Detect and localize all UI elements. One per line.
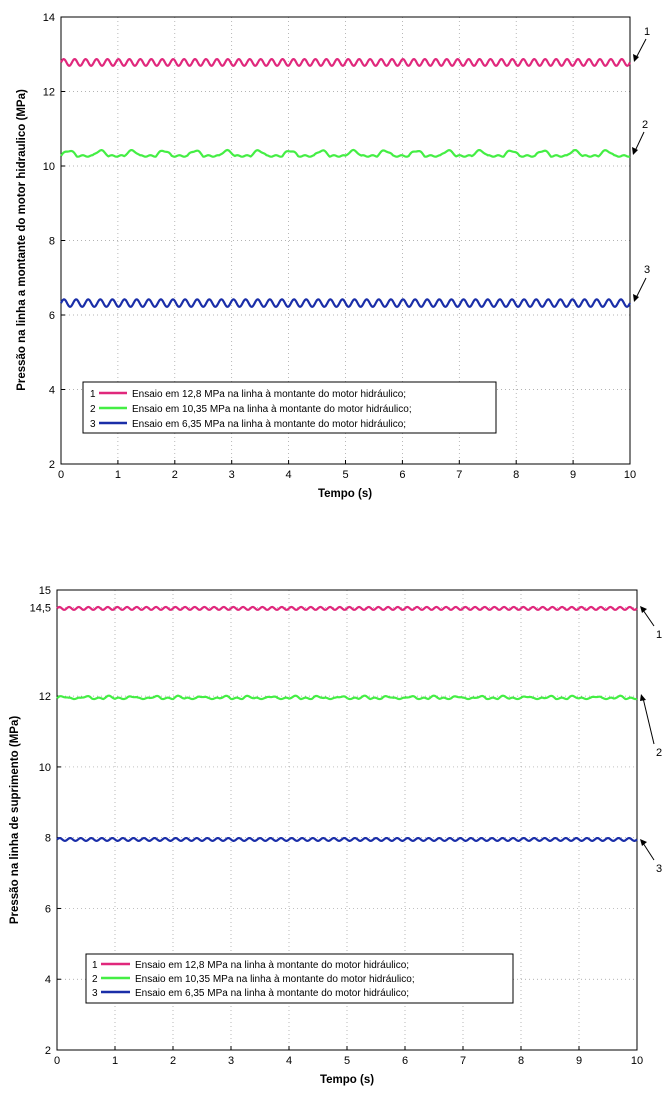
y-tick-label: 10 xyxy=(43,161,55,173)
x-tick-label: 9 xyxy=(576,1055,582,1067)
chart-bottom-xlabel: Tempo (s) xyxy=(320,1074,374,1086)
chart-top-xlabel: Tempo (s) xyxy=(318,488,372,500)
x-tick-label: 2 xyxy=(172,469,178,481)
x-tick-label: 10 xyxy=(624,469,636,481)
x-tick-label: 2 xyxy=(170,1055,176,1067)
x-tick-label: 8 xyxy=(518,1055,524,1067)
legend-entry-3: Ensaio em 6,35 MPa na linha à montante d… xyxy=(135,988,409,999)
y-tick-label: 12 xyxy=(39,691,51,703)
annotation-arrowhead-1 xyxy=(640,606,647,613)
x-tick-label: 7 xyxy=(456,469,462,481)
y-tick-label: 10 xyxy=(39,762,51,774)
y-tick-label: 8 xyxy=(45,833,51,845)
y-tick-label: 4 xyxy=(45,974,51,986)
y-tick-label: 2 xyxy=(45,1045,51,1057)
annotation-arrow-1 xyxy=(642,609,655,627)
annotation-2: 2 xyxy=(656,747,662,759)
legend-number-1: 1 xyxy=(92,960,98,971)
annotation-arrow-2 xyxy=(634,131,645,152)
annotation-3: 3 xyxy=(644,264,650,276)
x-tick-label: 5 xyxy=(342,469,348,481)
series-line-3 xyxy=(60,298,631,308)
y-tick-label: 14,5 xyxy=(30,603,51,615)
annotation-3: 3 xyxy=(656,863,662,875)
chart-top-ylabel: Pressão na linha a montante do motor hid… xyxy=(16,89,28,391)
y-tick-label: 6 xyxy=(49,310,55,322)
series-line-1 xyxy=(60,57,631,67)
series-line-1 xyxy=(56,605,638,611)
annotation-arrow-2 xyxy=(642,697,655,745)
x-tick-label: 0 xyxy=(54,1055,60,1067)
chart-top-legend: 1 Ensaio em 12,8 MPa na linha à montante… xyxy=(82,381,497,434)
x-tick-label: 6 xyxy=(402,1055,408,1067)
legend-number-3: 3 xyxy=(92,988,98,999)
y-tick-label: 4 xyxy=(49,385,55,397)
y-tick-label: 15 xyxy=(39,585,51,597)
x-tick-label: 6 xyxy=(399,469,405,481)
x-tick-label: 4 xyxy=(286,469,292,481)
x-tick-label: 0 xyxy=(58,469,64,481)
y-tick-label: 2 xyxy=(49,459,55,471)
y-tick-label: 6 xyxy=(45,903,51,915)
annotation-arrowhead-3 xyxy=(640,839,647,846)
annotation-arrowhead-2 xyxy=(640,694,646,701)
annotation-2: 2 xyxy=(642,119,648,131)
legend-entry-1: Ensaio em 12,8 MPa na linha à montante d… xyxy=(135,960,409,971)
legend-number-3: 3 xyxy=(90,419,96,430)
legend-entry-2: Ensaio em 10,35 MPa na linha à montante … xyxy=(135,974,415,985)
legend-box xyxy=(82,381,497,434)
chart-bottom-series xyxy=(56,605,638,842)
x-tick-label: 9 xyxy=(570,469,576,481)
chart-bottom-legend: 1 Ensaio em 12,8 MPa na linha à montante… xyxy=(85,953,514,1004)
x-tick-label: 10 xyxy=(631,1055,643,1067)
legend-number-2: 2 xyxy=(92,974,98,985)
legend-number-1: 1 xyxy=(90,389,96,400)
annotation-arrowhead-2 xyxy=(632,147,638,155)
series-line-3 xyxy=(56,836,638,842)
y-tick-label: 8 xyxy=(49,236,55,248)
x-tick-label: 8 xyxy=(513,469,519,481)
x-tick-label: 3 xyxy=(229,469,235,481)
legend-entry-1: Ensaio em 12,8 MPa na linha à montante d… xyxy=(132,389,406,400)
annotation-1: 1 xyxy=(656,629,662,641)
x-tick-label: 3 xyxy=(228,1055,234,1067)
legend-entry-2: Ensaio em 10,35 MPa na linha à montante … xyxy=(132,404,412,415)
legend-number-2: 2 xyxy=(90,404,96,415)
annotation-1: 1 xyxy=(644,26,650,38)
x-tick-label: 1 xyxy=(115,469,121,481)
legend-box xyxy=(85,953,514,1004)
annotation-arrow-3 xyxy=(635,277,647,299)
chart-top-annotations: 1 2 3 xyxy=(632,26,650,302)
x-tick-label: 1 xyxy=(112,1055,118,1067)
x-tick-label: 4 xyxy=(286,1055,292,1067)
legend-entry-3: Ensaio em 6,35 MPa na linha à montante d… xyxy=(132,419,406,430)
annotation-arrow-1 xyxy=(635,38,647,59)
annotation-arrow-3 xyxy=(642,842,655,861)
chart-bottom-ylabel: Pressão na linha de suprimento (MPa) xyxy=(9,716,21,924)
series-line-2 xyxy=(60,148,631,158)
x-tick-label: 7 xyxy=(460,1055,466,1067)
chart-top-series xyxy=(60,57,631,308)
x-tick-label: 5 xyxy=(344,1055,350,1067)
y-tick-label: 14 xyxy=(43,12,55,24)
y-tick-label: 12 xyxy=(43,87,55,99)
annotation-arrowhead-1 xyxy=(633,54,639,62)
series-line-2 xyxy=(56,694,638,701)
annotation-arrowhead-3 xyxy=(633,294,639,302)
chart-bottom-annotations: 1 2 3 xyxy=(640,606,662,875)
